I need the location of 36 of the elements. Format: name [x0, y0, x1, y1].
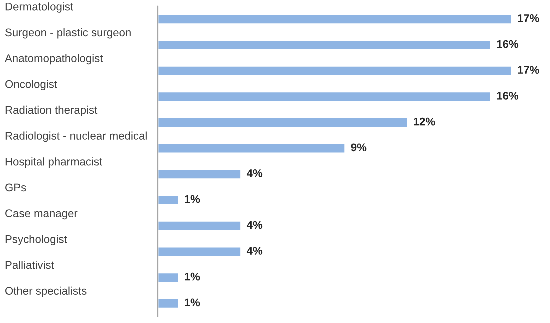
y-tick-label: Dermatologist	[6, 2, 74, 13]
data-label: 4%	[246, 221, 263, 230]
data-label: 9%	[351, 144, 367, 152]
data-label: 4%	[246, 170, 263, 178]
bar	[158, 91, 492, 103]
bar	[158, 14, 513, 25]
bar	[158, 117, 408, 128]
y-tick-label: Oncologist	[6, 80, 58, 90]
bar	[158, 246, 242, 258]
data-label: 17%	[518, 66, 540, 74]
data-label: 16%	[497, 40, 519, 48]
y-tick-label: Case manager	[6, 210, 78, 220]
data-label: 12%	[414, 118, 436, 126]
y-tick-label: GPs	[6, 184, 26, 192]
data-label: 4%	[246, 247, 263, 255]
y-tick-label: Palliativist	[6, 260, 54, 270]
y-tick-label: Psychologist	[6, 235, 68, 246]
data-label: 1%	[185, 298, 200, 307]
y-tick-label: Radiologist - nuclear medical	[6, 132, 147, 142]
bar	[158, 40, 492, 51]
bar	[158, 272, 180, 284]
data-label: 1%	[185, 195, 200, 204]
bar	[158, 194, 180, 206]
y-tick-label: Anatomopathologist	[5, 54, 104, 65]
y-tick-label: Radiation therapist	[6, 106, 98, 116]
bar	[158, 142, 346, 154]
bar	[158, 220, 242, 232]
bar	[158, 65, 513, 77]
data-label: 1%	[185, 272, 200, 281]
y-tick-label: Hospital pharmacist	[6, 158, 102, 168]
bar	[158, 168, 242, 180]
data-label: 17%	[518, 14, 540, 22]
data-label: 16%	[497, 92, 519, 100]
y-tick-label: Other specialists	[6, 286, 87, 298]
y-tick-label: Surgeon - plastic surgeon	[6, 28, 131, 39]
bar	[158, 298, 180, 310]
